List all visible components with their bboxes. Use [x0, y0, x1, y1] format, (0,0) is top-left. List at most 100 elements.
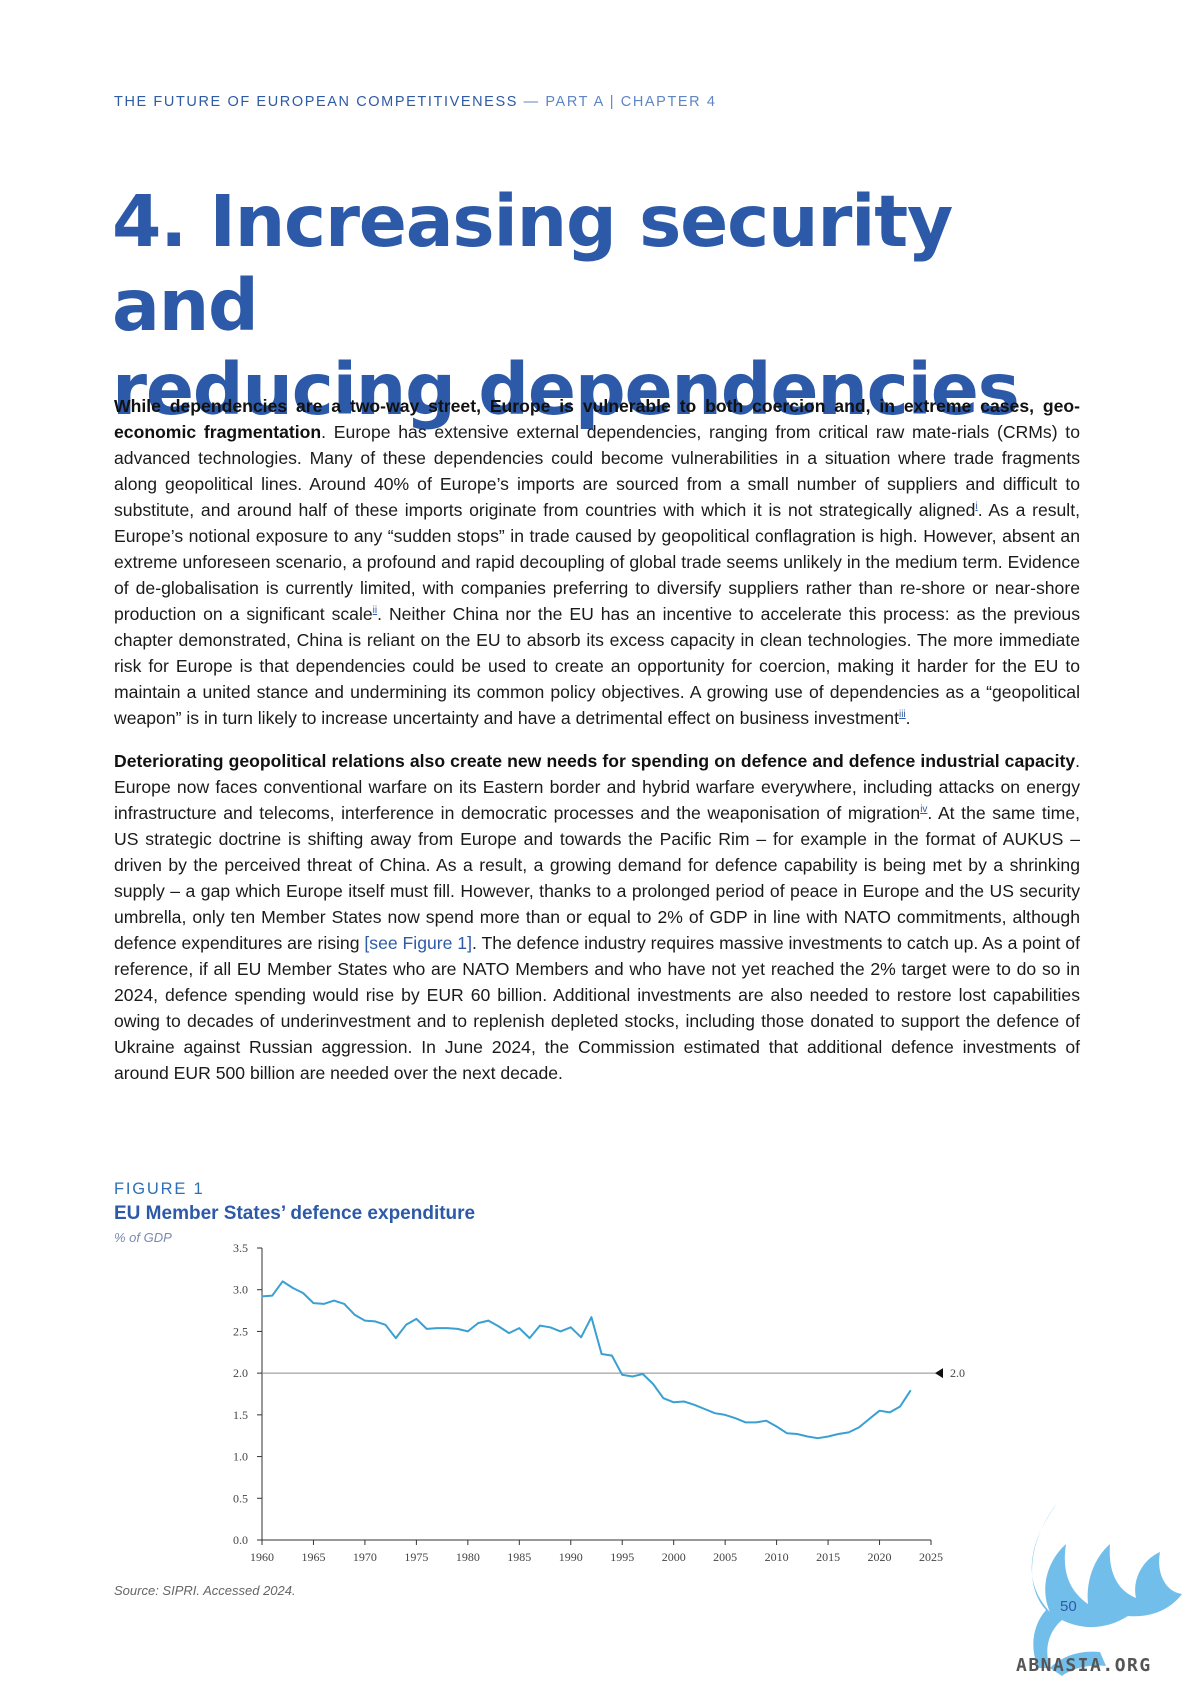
- y-tick-label: 2.5: [233, 1324, 248, 1338]
- paragraph-lead: While dependencies are a two-way street,…: [114, 396, 1080, 442]
- data-point: [600, 1353, 603, 1355]
- footnote-link-ii[interactable]: ii: [372, 605, 378, 617]
- chapter-title-line-2: reducing dependencies: [112, 348, 1020, 431]
- watermark-text: ABNASIA.ORG: [1016, 1655, 1152, 1676]
- data-point: [817, 1437, 819, 1439]
- data-point: [796, 1433, 798, 1435]
- data-point: [323, 1303, 325, 1305]
- x-tick-label: 1960: [250, 1550, 274, 1564]
- data-point: [889, 1411, 891, 1414]
- data-point: [559, 1330, 562, 1333]
- data-point: [539, 1324, 541, 1327]
- reference-line-label: 2.0: [950, 1366, 965, 1380]
- figure-source: Source: SIPRI. Accessed 2024.: [114, 1583, 296, 1598]
- data-point: [415, 1318, 418, 1320]
- page-number: 50: [1060, 1598, 1077, 1615]
- paragraph-text: . Europe has extensive external dependen…: [114, 422, 1080, 520]
- griffin-watermark-icon: [1031, 1502, 1182, 1676]
- y-tick-label: 1.5: [233, 1408, 248, 1422]
- y-tick-label: 0.5: [233, 1491, 248, 1505]
- running-header: THE FUTURE OF EUROPEAN COMPETITIVENESS —…: [114, 94, 717, 110]
- data-point: [405, 1324, 407, 1326]
- x-tick-label: 1990: [559, 1550, 583, 1564]
- data-point: [528, 1337, 531, 1339]
- paragraph-text: . The defence industry requires massive …: [114, 933, 1080, 1083]
- data-point: [714, 1412, 716, 1414]
- footnote-link-iii[interactable]: iii: [898, 709, 906, 721]
- data-point: [549, 1326, 551, 1329]
- data-point: [333, 1299, 335, 1302]
- paragraph-text: . Europe now faces conventional warfare …: [114, 751, 1080, 823]
- data-point: [642, 1373, 644, 1375]
- paragraph-lead: Deteriorating geopolitical relations als…: [114, 751, 1076, 771]
- reference-marker-icon: [935, 1368, 943, 1379]
- x-tick-label: 1975: [404, 1550, 428, 1564]
- footnote-ref[interactable]: iii: [899, 709, 906, 720]
- data-point: [775, 1425, 778, 1428]
- data-point: [755, 1421, 757, 1424]
- data-point: [786, 1432, 788, 1434]
- footnote-link-i[interactable]: i: [975, 501, 978, 513]
- data-point: [878, 1409, 881, 1412]
- footnote-link-iv[interactable]: iv: [920, 804, 928, 816]
- data-point: [909, 1389, 912, 1392]
- x-tick-label: 2025: [919, 1550, 943, 1564]
- data-point: [374, 1320, 377, 1323]
- data-point: [631, 1375, 634, 1378]
- data-point: [425, 1328, 428, 1330]
- data-point: [837, 1433, 840, 1435]
- data-point: [487, 1319, 490, 1322]
- x-tick-label: 1970: [353, 1550, 377, 1564]
- data-point: [724, 1414, 726, 1416]
- data-point: [703, 1408, 706, 1410]
- footnote-ref[interactable]: ii: [373, 605, 377, 616]
- x-tick-label: 1985: [507, 1550, 531, 1564]
- data-point: [518, 1327, 521, 1329]
- data-point: [312, 1302, 315, 1304]
- x-tick-label: 1980: [456, 1550, 480, 1564]
- data-point: [261, 1295, 263, 1298]
- figure-unit-label: % of GDP: [114, 1230, 172, 1245]
- series-title: THE FUTURE OF EUROPEAN COMPETITIVENESS: [114, 94, 518, 110]
- data-point: [734, 1417, 737, 1419]
- x-tick-label: 2015: [816, 1550, 840, 1564]
- footnote-ref[interactable]: iv: [920, 804, 927, 815]
- paragraph-text: . As a result, Europe’s notional exposur…: [114, 500, 1080, 624]
- watermark-shape: [1031, 1502, 1182, 1668]
- data-point: [672, 1401, 675, 1404]
- data-point: [456, 1328, 459, 1330]
- paragraph-text: . At the same time, US strategic doctrin…: [114, 803, 1081, 953]
- series-line-defence-expenditure: [261, 1280, 912, 1440]
- data-point: [744, 1421, 747, 1424]
- data-point: [693, 1404, 696, 1406]
- figure-title: EU Member States’ defence expenditure: [114, 1203, 476, 1224]
- part-chapter: PART A | CHAPTER 4: [545, 94, 717, 110]
- watermark-shape: [1050, 1651, 1106, 1676]
- y-tick-label: 0.0: [233, 1533, 248, 1547]
- data-point: [271, 1294, 274, 1297]
- data-point: [353, 1313, 356, 1316]
- data-point: [621, 1374, 623, 1376]
- paragraph-text: .: [905, 708, 911, 728]
- x-tick-label: 2005: [713, 1550, 737, 1564]
- x-tick-label: 2000: [662, 1550, 686, 1564]
- data-point: [570, 1326, 572, 1329]
- data-point: [446, 1327, 449, 1329]
- paragraph-dependencies: While dependencies are a two-way street,…: [114, 393, 1080, 731]
- data-point: [611, 1354, 613, 1357]
- x-tick-label: 2010: [765, 1550, 789, 1564]
- footnote-ref[interactable]: i: [975, 501, 977, 512]
- body-text: While dependencies are a two-way street,…: [114, 393, 1080, 1103]
- data-point: [364, 1319, 366, 1322]
- x-tick-label: 2020: [868, 1550, 892, 1564]
- data-point: [806, 1435, 809, 1438]
- x-tick-label: 1995: [610, 1550, 634, 1564]
- data-point: [858, 1426, 860, 1429]
- data-point: [281, 1280, 284, 1283]
- figure-cross-reference-link[interactable]: [see Figure 1]: [364, 933, 472, 953]
- data-point: [827, 1435, 829, 1438]
- data-point: [436, 1327, 438, 1329]
- header-separator: —: [518, 94, 546, 110]
- data-point: [508, 1332, 510, 1334]
- y-tick-label: 3.0: [233, 1283, 248, 1297]
